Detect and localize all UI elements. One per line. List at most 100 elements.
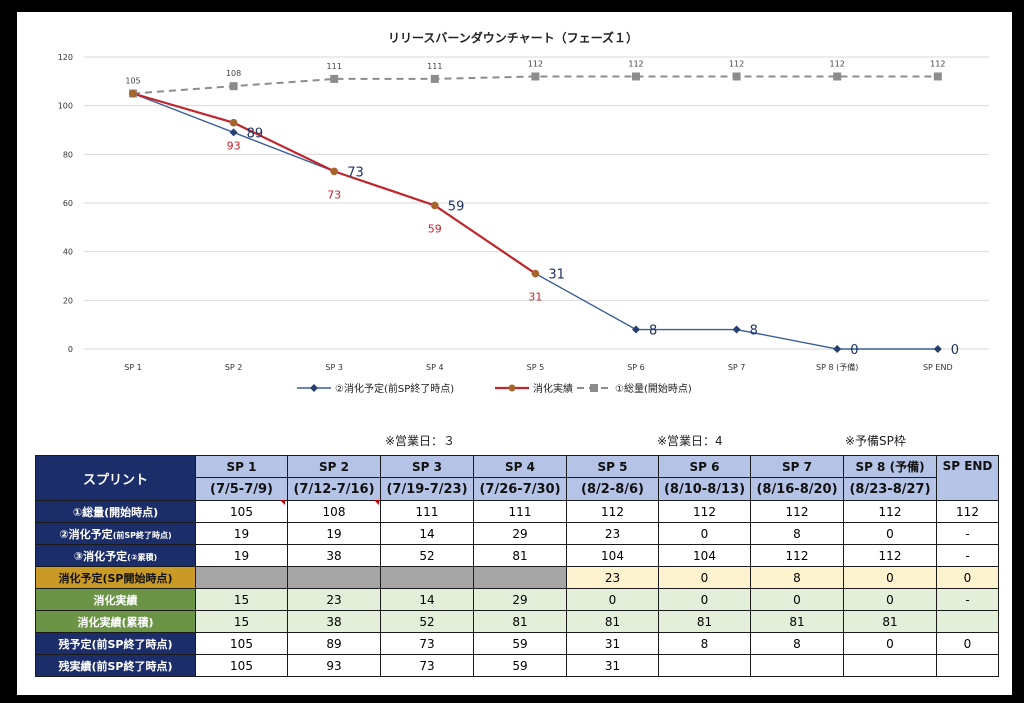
table-cell: 112	[843, 544, 937, 567]
header-row: スプリント SP 1 SP 2 SP 3 SP 4 SP 5 SP 6 SP 7…	[35, 455, 999, 501]
table-cell: 112	[658, 500, 751, 523]
data-label-planned: 89	[247, 126, 264, 141]
table-cell: 0	[843, 632, 937, 655]
table-cell: 105	[195, 632, 288, 655]
header-sp3: SP 3	[380, 455, 474, 478]
table-cell: 59	[473, 654, 567, 677]
table-cell	[380, 566, 474, 589]
chart-title: リリースバーンダウンチャート（フェーズ１）	[388, 30, 638, 45]
table-cell: 73	[380, 654, 474, 677]
date-sp5: (8/2-8/6)	[566, 477, 659, 501]
date-sp3: (7/19-7/23)	[380, 477, 474, 501]
table-row: 残予定(前SP終了時点) 105 89 73 59 31 8 8 0 0	[35, 632, 999, 655]
table-cell: 59	[473, 632, 567, 655]
series-3-point	[732, 72, 741, 81]
table-cell: 112	[936, 500, 999, 523]
table-cell: 52	[380, 544, 474, 567]
data-label-total: 112	[830, 59, 845, 68]
table-cell: 19	[195, 544, 288, 567]
data-label-planned: 8	[750, 324, 758, 339]
table-cell: 52	[380, 610, 474, 633]
table-cell: -	[936, 544, 999, 567]
series-2-point	[330, 167, 339, 176]
row-label-text: 消化予定(SP開始時点)	[58, 571, 173, 585]
table-row: 消化実績 15 23 14 29 0 0 0 0-	[35, 588, 999, 611]
table-cell: 15	[195, 588, 288, 611]
table-cell: 81	[473, 610, 567, 633]
series-3-point	[933, 72, 942, 81]
table-corner: スプリント	[35, 455, 196, 501]
data-label-actual: 31	[528, 291, 542, 304]
data-label-planned: 0	[951, 343, 959, 358]
y-tick-label: 0	[68, 345, 73, 354]
series-2-point	[531, 269, 540, 278]
series-2-point	[129, 89, 137, 98]
legend-label: 消化実績	[533, 382, 573, 395]
table-cell: 8	[750, 522, 844, 545]
data-label-actual: 93	[227, 140, 241, 153]
table-cell: 105	[195, 654, 288, 677]
x-tick-label: SP END	[923, 363, 953, 372]
table-cell: 38	[287, 610, 381, 633]
x-tick-label: SP 7	[728, 363, 746, 372]
y-tick-label: 40	[63, 248, 73, 257]
table-row: 残実績(前SP終了時点) 105 93 73 59 31	[35, 654, 999, 677]
row-label: 残実績(前SP終了時点)	[35, 654, 196, 677]
data-label-total: 111	[427, 62, 442, 71]
header-sp6: SP 6	[658, 455, 751, 478]
row-label-text: 残予定(前SP終了時点)	[58, 637, 173, 651]
table-cell: 112	[566, 500, 659, 523]
data-label-total: 108	[226, 69, 241, 78]
series-3-point	[229, 82, 238, 91]
data-label-planned: 8	[649, 324, 657, 339]
chart-panel: リリースバーンダウンチャート（フェーズ１） 0 20 40 60 80 100 120 SP…	[17, 12, 1012, 695]
table-cell: 81	[750, 610, 844, 633]
table-cell	[843, 654, 937, 677]
row-label-text: ③消化予定	[73, 549, 128, 563]
table-cell: 73	[380, 632, 474, 655]
table-cell: 8	[750, 632, 844, 655]
table-cell: 104	[566, 544, 659, 567]
row-label-sub: (前SP終了時点)	[112, 530, 172, 540]
legend-label: ②消化予定(前SP終了時点)	[335, 382, 454, 395]
row-label: ③消化予定(②累積)	[35, 544, 196, 567]
table-cell: -	[936, 522, 999, 545]
legend-marker	[310, 384, 318, 392]
row-label: 消化予定(SP開始時点)	[35, 566, 196, 589]
header-sp8: SP 8 (予備)	[843, 455, 937, 478]
row-label-text: ②消化予定	[59, 527, 113, 541]
table-cell	[195, 566, 288, 589]
table-cell: 81	[473, 544, 567, 567]
table-cell: 29	[473, 522, 567, 545]
table-cell: 112	[750, 544, 844, 567]
table-cell: 19	[287, 522, 381, 545]
table-cell: 0	[843, 566, 937, 589]
series-1-point	[732, 325, 741, 334]
table-cell: 31	[566, 654, 659, 677]
table-cell: 93	[287, 654, 381, 677]
table-row: 消化実績(累積) 15 38 52 81 81 81 81 81	[35, 610, 999, 633]
row-label: ②消化予定(前SP終了時点)	[35, 522, 196, 545]
data-label-total: 112	[729, 59, 744, 68]
table-cell: 23	[566, 522, 659, 545]
note-business-days-4: ※営業日：4	[657, 434, 723, 448]
table-cell: 104	[658, 544, 751, 567]
header-sp7: SP 7	[750, 455, 844, 478]
table-cell: 112	[750, 500, 844, 523]
table-cell: 8	[750, 566, 844, 589]
date-sp1: (7/5-7/9)	[195, 477, 288, 501]
date-sp4: (7/26-7/30)	[473, 477, 567, 501]
table-cell: 112	[843, 500, 937, 523]
legend-item-3: ①総量(開始時点)	[577, 382, 692, 395]
x-tick-label: SP 8 (予備)	[816, 362, 858, 372]
row-label-text: 消化実績	[93, 593, 138, 607]
table-cell: 0	[658, 522, 751, 545]
data-label-total: 112	[628, 59, 643, 68]
table-cell	[287, 566, 381, 589]
data-label-planned: 59	[448, 199, 465, 214]
dates-row: (7/5-7/9) (7/12-7/16) (7/19-7/23) (7/26-…	[36, 477, 999, 501]
row-label: 残予定(前SP終了時点)	[35, 632, 196, 655]
table-cell: 14	[380, 522, 474, 545]
table-cell: 23	[287, 588, 381, 611]
data-label-total: 105	[125, 77, 140, 86]
